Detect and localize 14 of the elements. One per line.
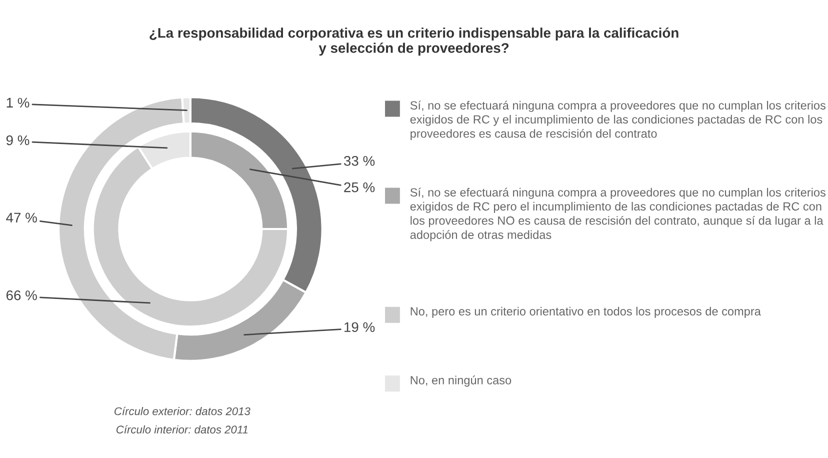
data-label: 33 % — [344, 156, 375, 166]
legend-label: No, pero es un criterio orientativo en todos los procesos de compra — [410, 306, 761, 318]
text: Círculo exterior: datos 2013 — [114, 406, 250, 416]
data-label: 1 % — [6, 98, 30, 108]
data-label: 47 % — [6, 212, 37, 222]
data-label: 19 % — [344, 322, 375, 332]
chart-title: ¿La responsabilidad corporativa es un criterio indispensable para la calificación y selección de proveedores? — [150, 27, 678, 56]
data-label: 66 % — [6, 290, 37, 300]
data-label: 25 % — [344, 182, 375, 192]
text: Círculo interior: datos 2011 — [116, 425, 248, 434]
legend-label: Sí, no se efectuará ninguna compra a proveedores que no cumplan los criterios exigidos de RC pero el incumplimiento de las condiciones pactadas de RC con los proveedores NO es causa de rescisión del contrato, aunque sí da lugar a la adopción de otras medidas — [410, 188, 826, 242]
legend-label: No, en ningún caso — [410, 376, 512, 387]
legend-label: Sí, no se efectuará ninguna compra a proveedores que no cumplan los criterios exigidos de RC y el incumplimiento de las condiciones pactadas de RC con los proveedores es causa de rescisión del contrato — [410, 100, 826, 140]
data-label: 9 % — [6, 135, 30, 146]
